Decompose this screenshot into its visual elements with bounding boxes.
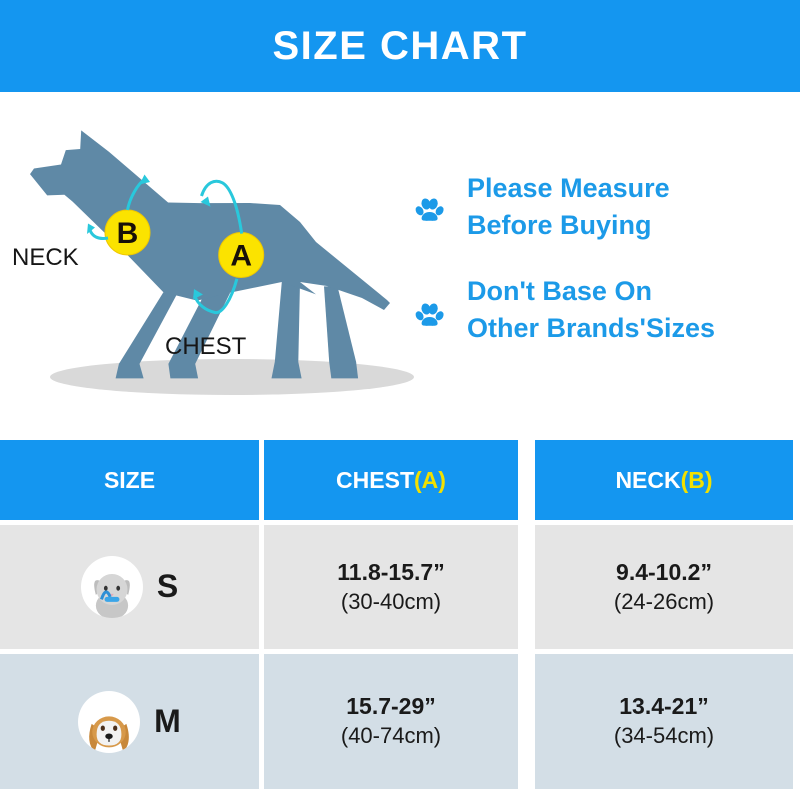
svg-text:Don't Base On: Don't Base On — [467, 276, 652, 306]
svg-text:Please Measure: Please Measure — [467, 173, 670, 203]
svg-text:NECK: NECK — [12, 244, 79, 271]
svg-text:Other Brands'Sizes: Other Brands'Sizes — [467, 313, 715, 343]
svg-text:Before Buying: Before Buying — [467, 210, 652, 240]
svg-text:B: B — [117, 217, 139, 250]
svg-text:A: A — [230, 240, 252, 273]
svg-text:CHEST: CHEST — [165, 333, 247, 360]
